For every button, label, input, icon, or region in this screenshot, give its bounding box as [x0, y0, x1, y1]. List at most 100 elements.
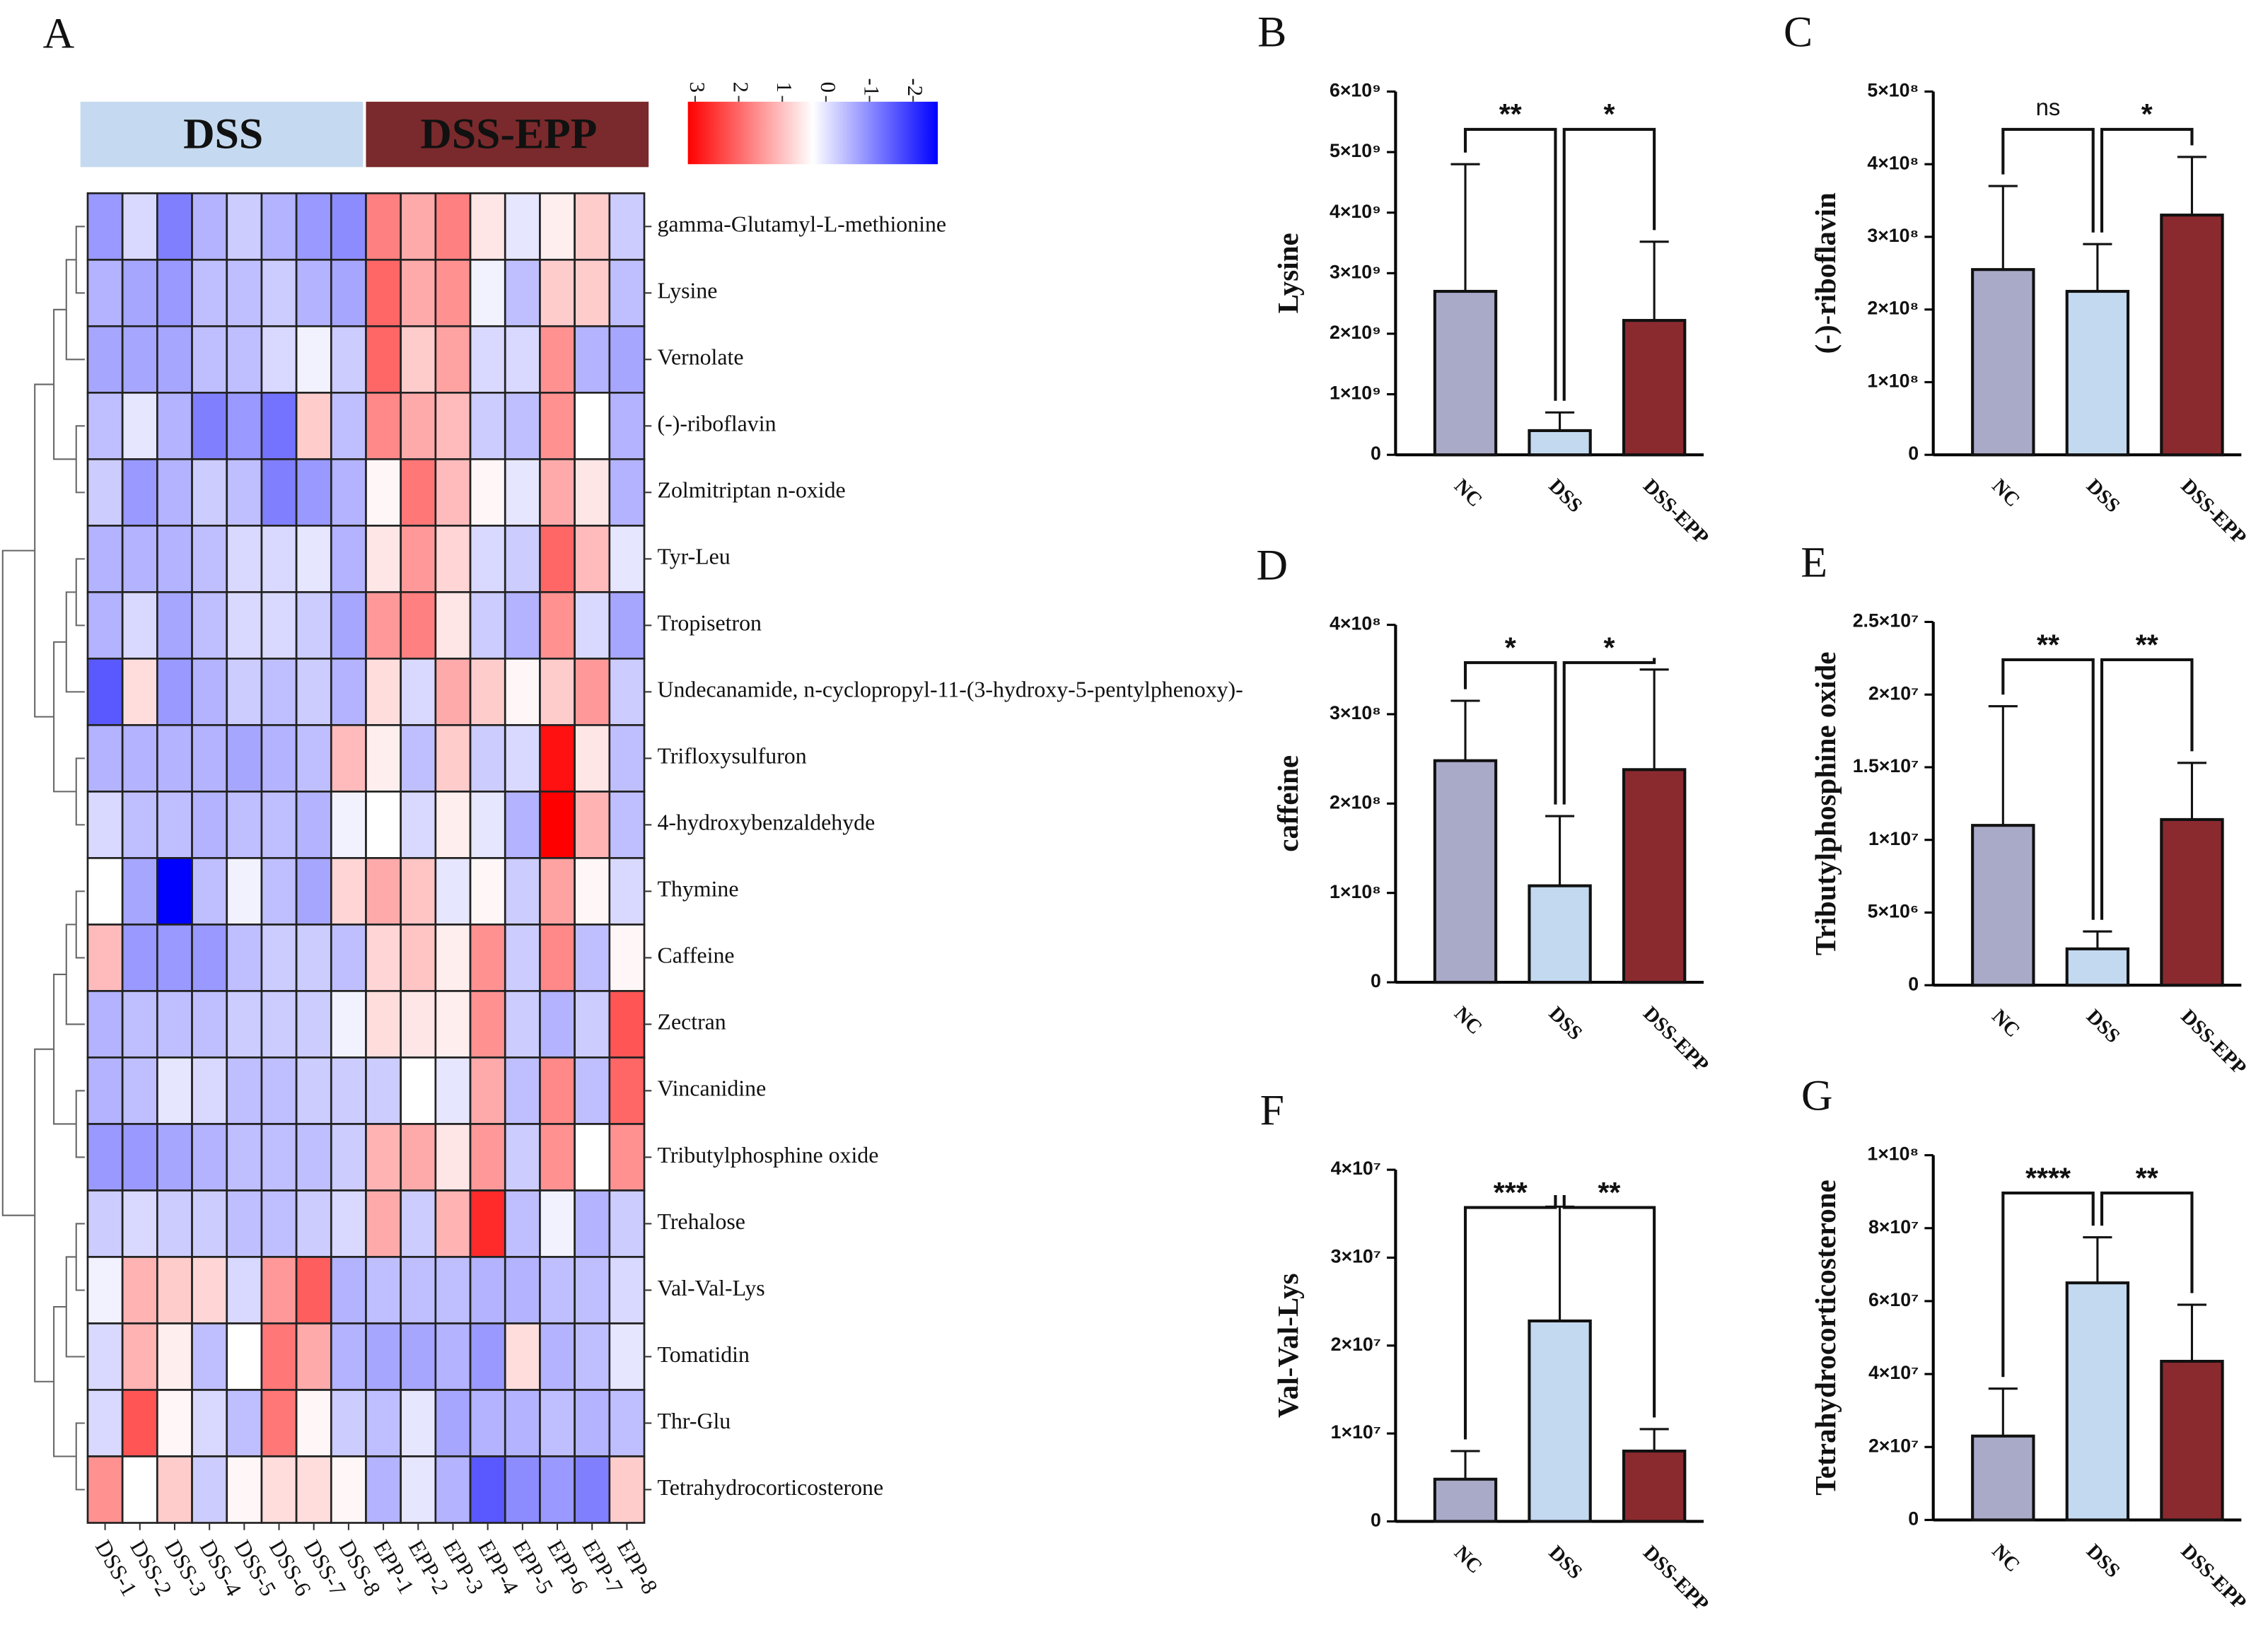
heatmap-cell [400, 990, 437, 1059]
bar [2160, 214, 2224, 457]
heatmap-cell [191, 1389, 228, 1457]
x-tick-label: DSS-EPP [2177, 1539, 2251, 1614]
heatmap-cell [191, 791, 228, 859]
heatmap-cell [608, 924, 646, 992]
heatmap-cell [86, 1455, 124, 1524]
significance-bracket [1562, 127, 1656, 401]
heatmap-cell [86, 857, 124, 926]
colorbar-tick-label: -2 [903, 78, 927, 96]
x-tick-label: DSS-EPP [1639, 1542, 1713, 1616]
heatmap-cell [434, 1123, 472, 1192]
bar [1528, 1319, 1592, 1523]
heatmap-cell [365, 1189, 402, 1258]
heatmap-cell [504, 192, 541, 261]
heatmap-cell [400, 1123, 437, 1192]
heatmap-cell [121, 525, 158, 593]
heatmap-cell [504, 924, 541, 992]
heatmap-cell [226, 525, 263, 593]
heatmap-cell [295, 258, 332, 327]
heatmap-cell [156, 1056, 193, 1125]
heatmap-cell [539, 1056, 576, 1125]
error-bar [2083, 930, 2112, 949]
heatmap-cell [260, 724, 298, 793]
heatmap-cell [434, 1455, 472, 1524]
heatmap-cell [156, 591, 193, 660]
heatmap-cell [191, 924, 228, 992]
heatmap-cell [156, 924, 193, 992]
heatmap-cell [86, 192, 124, 261]
bar [1971, 268, 2035, 457]
y-tick-label: 0 [1371, 970, 1381, 991]
heatmap-cell [156, 391, 193, 460]
heatmap-cell [226, 1123, 263, 1192]
heatmap-cell [121, 924, 158, 992]
significance-bracket [1463, 1194, 1557, 1440]
heatmap-cell [469, 1256, 506, 1324]
row-label: Zectran [658, 1010, 726, 1035]
heatmap-cell [469, 924, 506, 992]
heatmap-cell [539, 1455, 576, 1524]
heatmap-cell [434, 724, 472, 793]
heatmap-cell [260, 391, 298, 460]
y-tick-label: 5×10⁹ [1330, 140, 1381, 161]
heatmap-cell [86, 724, 124, 793]
heatmap-cell [226, 1189, 263, 1258]
heatmap-cell [156, 658, 193, 726]
heatmap-cell [434, 924, 472, 992]
row-label: Undecanamide, n-cyclopropyl-11-(3-hydrox… [658, 677, 1243, 702]
error-bar [2177, 156, 2206, 216]
heatmap-cell [365, 924, 402, 992]
heatmap-cell [434, 591, 472, 660]
heatmap-cell [226, 1389, 263, 1457]
heatmap-cell [121, 658, 158, 726]
heatmap-cell [260, 258, 298, 327]
bar [1528, 429, 1592, 457]
heatmap-cell [539, 857, 576, 926]
heatmap-cell [260, 1056, 298, 1125]
heatmap-cell [608, 1256, 646, 1324]
significance-label: ** [1598, 1176, 1620, 1209]
bar [2065, 947, 2130, 987]
heatmap-cell [156, 458, 193, 527]
y-tick-label: 4×10⁷ [1331, 1158, 1381, 1179]
x-tick-label: NC [1450, 1002, 1487, 1039]
heatmap-cell [608, 458, 646, 527]
heatmap-cell [330, 458, 367, 527]
heatmap-cell [539, 990, 576, 1059]
heatmap-cell [365, 258, 402, 327]
y-tick-label: 6×10⁷ [1868, 1289, 1919, 1310]
heatmap-cell [156, 724, 193, 793]
heatmap-cell [330, 1123, 367, 1192]
colorbar-tick-label: 0 [816, 82, 840, 93]
colorbar [687, 101, 938, 165]
x-tick-label: DSS [1545, 474, 1587, 517]
heatmap-cell [365, 990, 402, 1059]
dendrogram-branch [53, 641, 76, 793]
heatmap-cell [226, 1455, 263, 1524]
panel-label: F [1260, 1086, 1284, 1134]
bar [1622, 768, 1687, 984]
heatmap-cell [86, 791, 124, 859]
row-label: Caffeine [658, 943, 735, 968]
significance-bracket [2001, 127, 2095, 233]
y-tick-label: 1×10⁸ [1867, 1143, 1919, 1165]
significance-label: **** [2025, 1161, 2071, 1194]
heatmap-cell [504, 458, 541, 527]
heatmap-cell [574, 1455, 611, 1524]
heatmap-cell [260, 458, 298, 527]
heatmap-cell [434, 258, 472, 327]
heatmap-cell [400, 591, 437, 660]
y-tick-label: 4×10⁸ [1867, 152, 1919, 173]
y-axis-label: caffeine [1272, 755, 1304, 852]
heatmap-cell [365, 591, 402, 660]
heatmap-cell [400, 525, 437, 593]
heatmap-cell [156, 1189, 193, 1258]
heatmap-cell [295, 1189, 332, 1258]
heatmap-cell [434, 525, 472, 593]
heatmap-cell [191, 1256, 228, 1324]
y-tick-label: 5×10⁶ [1868, 901, 1919, 922]
y-tick-label: 2×10⁷ [1868, 682, 1919, 704]
heatmap-cell [86, 591, 124, 660]
heatmap-cell [608, 1189, 646, 1258]
heatmap-cell [365, 1455, 402, 1524]
